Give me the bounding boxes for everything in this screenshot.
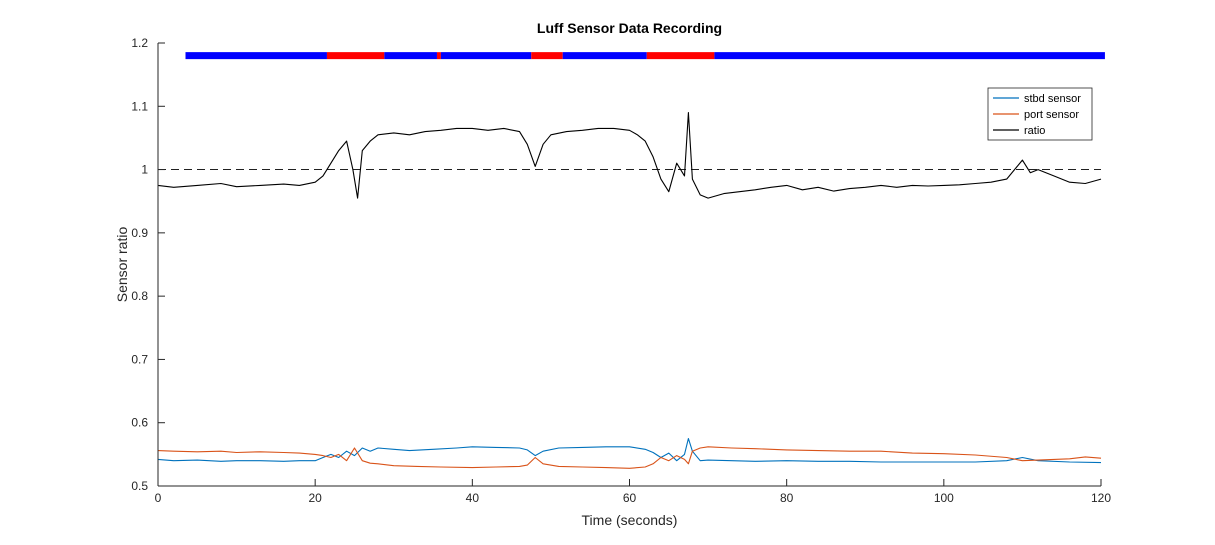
plot-area — [158, 43, 1101, 486]
y-tick-label: 0.6 — [131, 416, 148, 430]
legend-label-port: port sensor — [1024, 109, 1079, 121]
legend-label-ratio: ratio — [1024, 125, 1045, 137]
y-tick-label: 0.8 — [131, 289, 148, 303]
x-tick-label: 60 — [623, 491, 637, 505]
y-tick-label: 1 — [141, 163, 148, 177]
ratio-line — [157, 112, 1102, 199]
y-tick-label: 1.2 — [131, 36, 148, 50]
y-tick-label: 0.7 — [131, 352, 148, 366]
stbd-sensor-line — [157, 437, 1102, 464]
y-tick-label: 0.9 — [131, 226, 148, 240]
y-tick-label: 0.5 — [131, 479, 148, 493]
legend: stbd sensor port sensor ratio — [987, 87, 1093, 141]
chart-title: Luff Sensor Data Recording — [537, 20, 722, 36]
legend-label-stbd: stbd sensor — [1024, 93, 1081, 105]
port-sensor-line — [157, 446, 1102, 469]
y-axis-ticks: 0.5 0.6 0.7 0.8 0.9 1 1.1 1.2 — [131, 36, 165, 493]
series-lines — [157, 112, 1102, 469]
x-tick-label: 0 — [155, 491, 162, 505]
x-axis-label: Time (seconds) — [582, 512, 678, 528]
x-axis-ticks: 0 20 40 60 80 100 120 — [155, 479, 1111, 505]
y-axis-label: Sensor ratio — [114, 227, 130, 303]
x-tick-label: 20 — [308, 491, 322, 505]
x-tick-label: 80 — [780, 491, 794, 505]
y-tick-label: 1.1 — [131, 99, 148, 113]
x-tick-label: 40 — [466, 491, 480, 505]
x-tick-label: 100 — [934, 491, 954, 505]
x-tick-label: 120 — [1091, 491, 1111, 505]
